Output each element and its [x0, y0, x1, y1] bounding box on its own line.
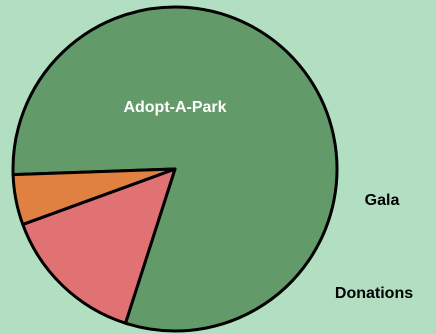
- pie-label-gala: Gala: [365, 192, 400, 209]
- pie-slice-donations: [21, 167, 177, 325]
- pie-slices: [11, 5, 339, 333]
- pie-label-adopt-a-park: Adopt-A-Park: [123, 99, 226, 116]
- pie-label-donations: Donations: [335, 285, 413, 302]
- pie-slice-gala: [11, 167, 177, 226]
- pie-labels: Adopt-A-Park Donations Gala: [123, 99, 413, 302]
